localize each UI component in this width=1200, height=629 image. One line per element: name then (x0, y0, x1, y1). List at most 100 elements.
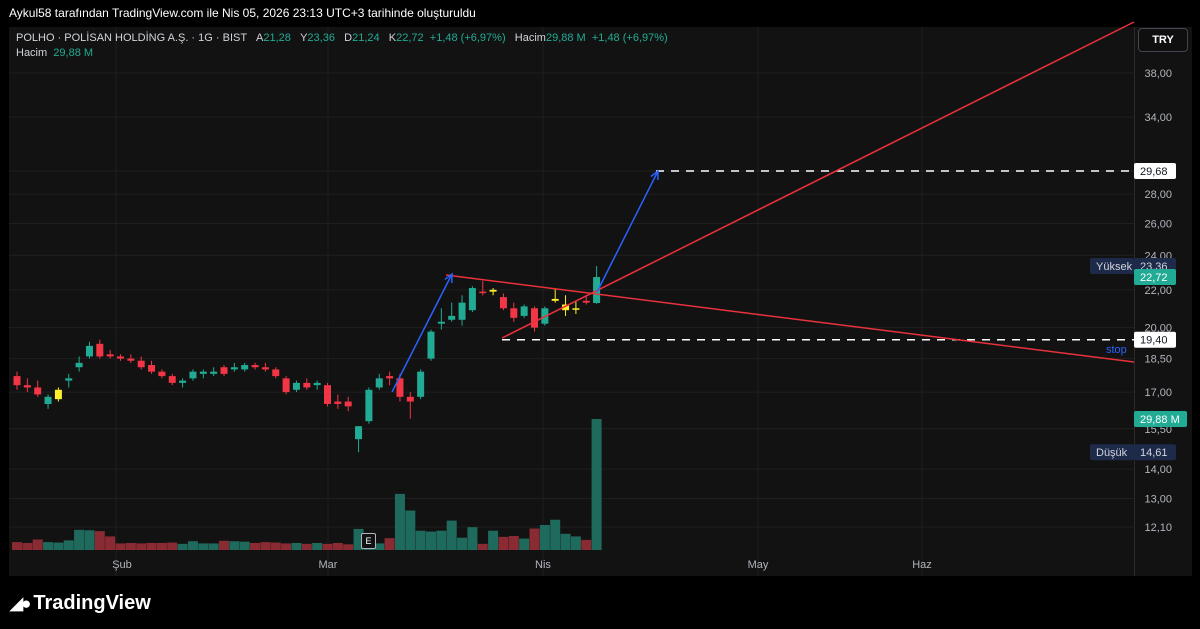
candle-body (220, 367, 228, 374)
candle-body (396, 378, 404, 397)
volume-bar (374, 543, 385, 550)
price-badge-value: 14,61 (1140, 447, 1168, 459)
price-tick-label: 26,00 (1144, 219, 1172, 231)
candle-body (13, 376, 21, 386)
price-badge-label: Düşük (1096, 447, 1128, 459)
volume-bar (394, 493, 405, 550)
volume-bar (12, 542, 22, 550)
candle-body (127, 358, 135, 361)
volume-bar (136, 543, 147, 550)
volume-bar (539, 525, 550, 550)
price-badge-tag (1090, 258, 1134, 275)
volume-bar (187, 541, 198, 550)
candle-body (437, 321, 445, 324)
candle-body (365, 389, 373, 422)
volume-bar (208, 543, 219, 550)
candle-body (137, 360, 145, 368)
volume-bar (301, 543, 312, 550)
candles (13, 266, 601, 453)
candle-body (168, 376, 176, 383)
volume-bar (43, 542, 54, 550)
volume-bar (239, 541, 250, 550)
candle-body (313, 382, 321, 386)
tradingview-logo: ◢● TradingView (10, 592, 151, 615)
plot-area[interactable] (9, 27, 1134, 576)
price-badge-value: 19,40 (1140, 335, 1168, 347)
candle-body (23, 385, 31, 388)
price-badge-value: 29,68 (1140, 166, 1168, 178)
candle-body (324, 385, 331, 404)
candle-body (292, 382, 300, 390)
volume-bar (550, 519, 561, 550)
currency-button[interactable]: TRY (1138, 28, 1188, 52)
volume-label: Hacim (514, 32, 546, 44)
ascending-trendline (501, 21, 1135, 339)
volume-value: 29,88 M (545, 32, 586, 44)
low-value: 21,24 (352, 32, 380, 44)
candle-body (386, 376, 394, 379)
volume-bar (177, 543, 188, 550)
symbol-title[interactable]: POLHO · POLİSAN HOLDİNG A.Ş. · 1G · BIST (16, 32, 247, 44)
volume-bar (415, 530, 426, 550)
volume-bar (405, 510, 416, 550)
volume-bar (156, 542, 167, 550)
volume-bar (322, 543, 333, 550)
candle-body (34, 387, 42, 395)
candle-body (230, 367, 238, 370)
time-tick-label: Nis (535, 559, 551, 571)
impulse-arrow-head (444, 272, 453, 284)
candle-body (75, 362, 83, 368)
candle-body (510, 308, 518, 318)
volume-bar (332, 542, 343, 550)
candle-body (65, 378, 73, 381)
candle-body (448, 315, 456, 320)
volume-bar (446, 520, 457, 550)
volume-bar (105, 536, 116, 550)
price-tick-label: 13,00 (1144, 494, 1172, 506)
volume-bar (219, 540, 229, 550)
candle-body (106, 354, 114, 357)
price-tick-label: 17,00 (1144, 387, 1172, 399)
volume-bar (94, 531, 105, 550)
price-tick-label: 12,10 (1144, 522, 1172, 534)
volume-bar (353, 528, 364, 550)
price-axis-panel[interactable] (1134, 27, 1192, 576)
volume-bar (198, 543, 209, 550)
candle-body (417, 371, 425, 397)
volume-bar (53, 542, 64, 550)
grid (9, 27, 1134, 576)
volume-change: +1,48 (+6,97%) (591, 32, 668, 44)
candle-body (406, 396, 414, 402)
impulse-arrow (391, 273, 453, 393)
attribution-text: Aykul58 tarafından TradingView.com ile N… (9, 6, 476, 20)
volume-bar (570, 536, 581, 550)
candle-body (148, 365, 156, 372)
time-tick-label: Şub (112, 559, 132, 571)
volume-bar (229, 541, 240, 550)
branding-text: TradingView (33, 592, 151, 614)
volume-bar (115, 543, 126, 550)
time-tick-label: Mar (319, 559, 338, 571)
volume-bar (457, 537, 468, 550)
volume-legend: Hacim 29,88 M (16, 47, 93, 59)
candle-body (479, 291, 487, 294)
candle-body (562, 304, 570, 311)
candle-body (375, 378, 383, 388)
volume-bar (22, 542, 33, 550)
tradingview-logo-icon: ◢● (10, 593, 31, 613)
earnings-icon[interactable]: E (361, 533, 376, 549)
candle-body (355, 426, 363, 440)
candle-body (210, 371, 218, 374)
volume-bar (291, 542, 302, 550)
volume-bar (498, 536, 509, 550)
candle-body (303, 382, 311, 388)
price-badge-value: 22,72 (1140, 272, 1168, 284)
descending-trendline (445, 274, 1135, 363)
volume-bar (74, 529, 85, 550)
low-label: D (344, 32, 353, 44)
price-tick-label: 14,00 (1144, 464, 1172, 476)
open-value: 21,28 (263, 32, 291, 44)
candle-body (54, 389, 62, 400)
